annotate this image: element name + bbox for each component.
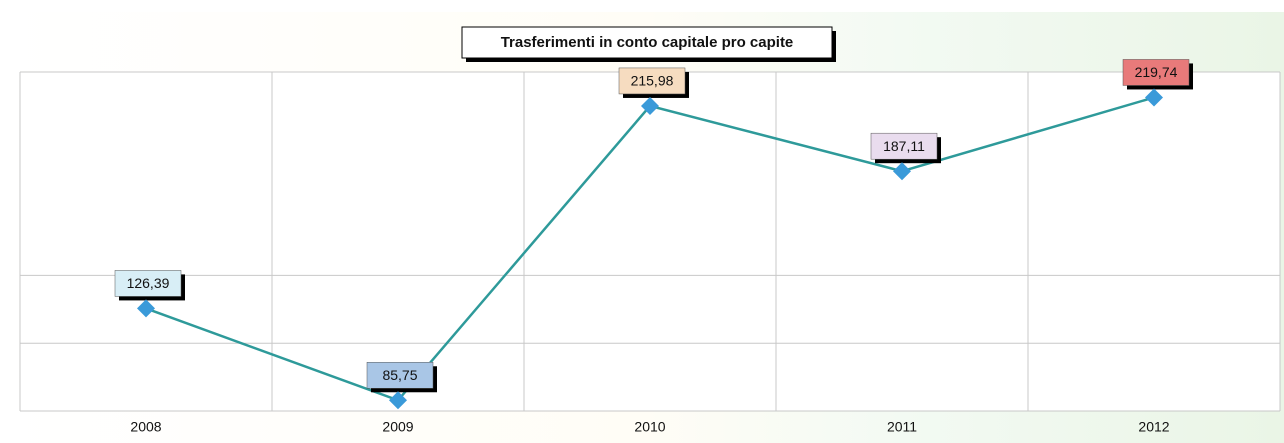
data-label: 219,74 — [1135, 64, 1178, 80]
label-box — [870, 132, 938, 160]
x-tick-label: 2011 — [887, 419, 917, 435]
marker — [893, 162, 911, 181]
data-label: 215,98 — [631, 73, 674, 89]
x-tick-label: 2008 — [130, 419, 161, 435]
label-box — [618, 67, 686, 95]
data-label: 187,11 — [883, 138, 925, 154]
plot-area — [20, 72, 1280, 411]
label-box — [366, 362, 434, 389]
marker — [1145, 88, 1163, 107]
data-label: 85,75 — [382, 367, 417, 383]
label-box — [114, 270, 182, 297]
x-tick-label: 2010 — [634, 419, 665, 435]
title-box — [461, 26, 833, 59]
label-box — [1122, 59, 1190, 86]
x-tick-label: 2012 — [1138, 419, 1169, 435]
x-tick-label: 2009 — [382, 419, 413, 435]
data-label: 126,39 — [127, 275, 170, 291]
chart-title: Trasferimenti in conto capitale pro capi… — [501, 34, 794, 51]
marker — [389, 391, 407, 410]
marker — [641, 96, 659, 115]
marker — [137, 299, 155, 318]
